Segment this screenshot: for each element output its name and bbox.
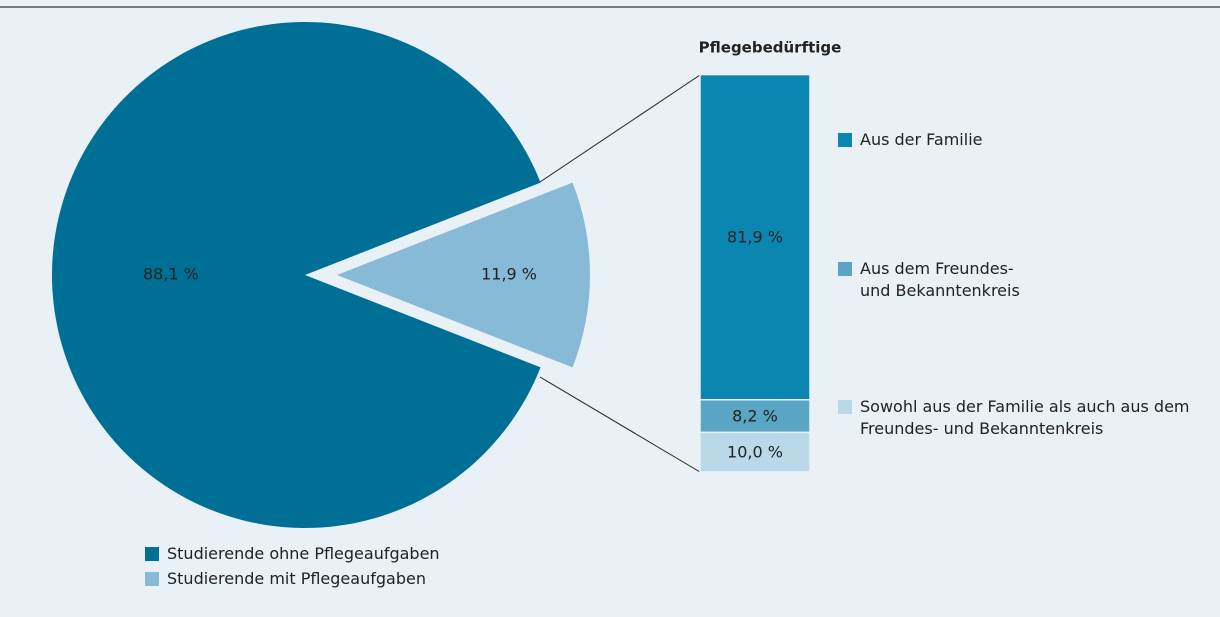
- legend-item: Studierende ohne Pflegeaufgaben: [145, 543, 440, 565]
- legend-swatch: [145, 547, 159, 561]
- legend-item: Aus der Familie: [838, 129, 1138, 151]
- value-label: 10,0 %: [727, 443, 783, 462]
- legend-item: Aus dem Freundes- und Bekanntenkreis: [838, 258, 1038, 302]
- legend-swatch: [145, 572, 159, 586]
- value-label: 81,9 %: [727, 228, 783, 247]
- value-label: 8,2 %: [732, 407, 778, 426]
- value-label: 11,9 %: [481, 265, 537, 284]
- bar-title: Pflegebedürftige: [699, 39, 842, 57]
- pie-slice: [52, 21, 541, 528]
- legend-swatch: [838, 400, 852, 414]
- legend-label: Sowohl aus der Familie als auch aus dem …: [860, 397, 1190, 438]
- connector: [539, 74, 701, 183]
- legend-swatch: [838, 133, 852, 147]
- connector: [539, 376, 701, 473]
- legend-swatch: [838, 262, 852, 276]
- bar-segment: [699, 398, 811, 434]
- legend-label: Studierende ohne Pflegeaufgaben: [167, 544, 440, 563]
- bar-segment: [699, 73, 811, 401]
- value-label: 88,1 %: [143, 265, 199, 284]
- legend-item: Sowohl aus der Familie als auch aus dem …: [838, 396, 1198, 440]
- legend-item: Studierende mit Pflegeaufgaben: [145, 568, 426, 590]
- legend-label: Aus der Familie: [860, 130, 983, 149]
- legend-label: Studierende mit Pflegeaufgaben: [167, 569, 426, 588]
- pie-slice: [337, 182, 590, 368]
- bar-segment: [699, 431, 811, 473]
- legend-label: Aus dem Freundes- und Bekanntenkreis: [860, 259, 1020, 300]
